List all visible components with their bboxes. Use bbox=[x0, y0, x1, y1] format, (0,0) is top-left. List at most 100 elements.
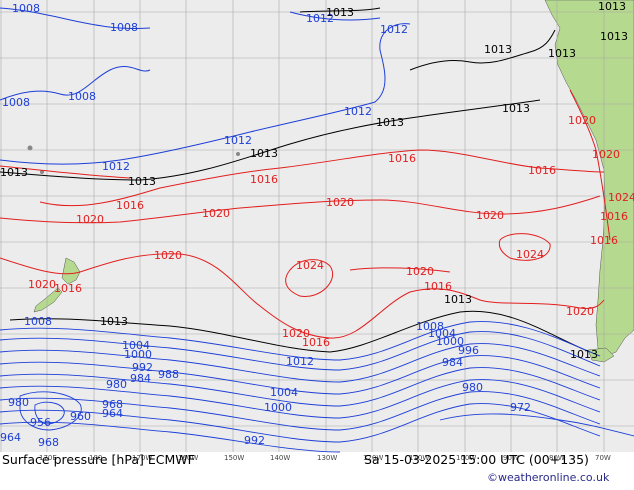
isobar-label: 1020 bbox=[406, 265, 434, 278]
isobar-label: 988 bbox=[158, 368, 179, 381]
isobar-label: 1013 bbox=[484, 43, 512, 56]
isobar-label: 956 bbox=[30, 416, 51, 429]
isobar-label: 1020 bbox=[202, 207, 230, 220]
isobar-label: 1012 bbox=[306, 12, 334, 25]
isobar-label: 1016 bbox=[528, 164, 556, 177]
longitude-label: 100W bbox=[456, 454, 476, 462]
isobar-label: 1020 bbox=[282, 327, 310, 340]
isobar-label: 960 bbox=[70, 410, 91, 423]
longitude-label: 130W bbox=[317, 454, 337, 462]
isobar-label: 964 bbox=[0, 431, 21, 444]
isobar-label: 1012 bbox=[286, 355, 314, 368]
ocean-background bbox=[0, 0, 634, 452]
isobar-label: 1013 bbox=[548, 47, 576, 60]
longitude-label: 110W bbox=[409, 454, 429, 462]
isobar-label: 1024 bbox=[608, 191, 634, 204]
isobar-label: 1012 bbox=[380, 23, 408, 36]
isobar-label: 1000 bbox=[436, 335, 464, 348]
isobar-label: 1013 bbox=[570, 348, 598, 361]
isobar-label: 1000 bbox=[264, 401, 292, 414]
isobar-label: 1013 bbox=[444, 293, 472, 306]
new-zealand-south bbox=[33, 287, 63, 313]
credit-link[interactable]: ©weatheronline.co.uk bbox=[487, 471, 610, 484]
isobars-low-south bbox=[0, 321, 634, 453]
small-island bbox=[236, 152, 240, 156]
isobar-label: 1016 bbox=[388, 152, 416, 165]
isobar-label: 1020 bbox=[326, 196, 354, 209]
isobar-label: 1013 bbox=[326, 6, 354, 19]
isobar-label: 1013 bbox=[100, 315, 128, 328]
longitude-label: 70W bbox=[595, 454, 611, 462]
isobar-label: 996 bbox=[458, 344, 479, 357]
isobar-label: 1016 bbox=[54, 282, 82, 295]
isobar-label: 1016 bbox=[116, 199, 144, 212]
longitude-label: 140W bbox=[270, 454, 290, 462]
isobar-label: 1013 bbox=[600, 30, 628, 43]
longitude-label: 170W bbox=[132, 454, 152, 462]
isobar-label: 1008 bbox=[110, 21, 138, 34]
isobar-label: 984 bbox=[130, 372, 151, 385]
isobar-label: 1020 bbox=[568, 114, 596, 127]
isobar-label: 1020 bbox=[76, 213, 104, 226]
isobar-label: 1008 bbox=[24, 315, 52, 328]
isobar-label: 1016 bbox=[424, 280, 452, 293]
longitude-label: 150W bbox=[224, 454, 244, 462]
isobar-label: 992 bbox=[244, 434, 265, 447]
isobar-label: 1020 bbox=[566, 305, 594, 318]
isobar-label: 1004 bbox=[270, 386, 298, 399]
longitude-label: 120W bbox=[363, 454, 383, 462]
isobar-label: 1013 bbox=[250, 147, 278, 160]
isobar-label: 1013 bbox=[376, 116, 404, 129]
isobar-label: 984 bbox=[442, 356, 463, 369]
longitude-label: 170E bbox=[39, 454, 57, 462]
tierra-del-fuego bbox=[587, 347, 615, 363]
isobar-label: 1024 bbox=[516, 248, 544, 261]
isobar-label: 968 bbox=[38, 436, 59, 449]
isobar-label: 1008 bbox=[416, 320, 444, 333]
isobar-label: 1013 bbox=[502, 102, 530, 115]
isobar-label: 1016 bbox=[302, 336, 330, 349]
isobars-reference bbox=[0, 7, 591, 353]
isobar-label: 980 bbox=[8, 396, 29, 409]
isobar-label: 1012 bbox=[344, 105, 372, 118]
valid-time: Sa 15-03-2025 15:00 UTC (00+135) bbox=[364, 452, 589, 467]
isobar-label: 1013 bbox=[0, 166, 28, 179]
isobars-high bbox=[0, 89, 611, 339]
isobar-label: 1000 bbox=[124, 348, 152, 361]
graticule bbox=[0, 0, 634, 452]
small-island bbox=[40, 170, 44, 174]
isobar-label: 1020 bbox=[28, 278, 56, 291]
longitude-label: 160W bbox=[178, 454, 198, 462]
longitude-label: 180 bbox=[89, 454, 102, 462]
longitude-label: 80W bbox=[549, 454, 565, 462]
isobar-label: 1004 bbox=[428, 327, 456, 340]
map-title: Surface pressure [hPa] ECMWF bbox=[2, 452, 195, 467]
isobar-label: 1020 bbox=[154, 249, 182, 262]
isobar-label: 972 bbox=[510, 401, 531, 414]
isobar-label: 1020 bbox=[476, 209, 504, 222]
small-island bbox=[27, 145, 33, 151]
isobar-label: 1008 bbox=[12, 2, 40, 15]
longitude-labels: 170E 180 170W 160W 150W 140W 130W 120W 1… bbox=[39, 454, 611, 462]
isobar-label: 992 bbox=[132, 361, 153, 374]
isobar-labels: 1008 1008 1008 1008 1012 1012 1012 1012 … bbox=[0, 0, 634, 449]
isobar-label: 1013 bbox=[598, 0, 626, 13]
isobar-label: 1020 bbox=[592, 148, 620, 161]
isobar-label: 1008 bbox=[2, 96, 30, 109]
isobar-label: 1012 bbox=[224, 134, 252, 147]
longitude-label: 90W bbox=[503, 454, 519, 462]
isobar-label: 1012 bbox=[102, 160, 130, 173]
isobar-label: 1016 bbox=[590, 234, 618, 247]
isobar-label: 1013 bbox=[128, 175, 156, 188]
isobars-low-north bbox=[0, 7, 411, 165]
isobar-label: 980 bbox=[106, 378, 127, 391]
isobar-label: 1016 bbox=[600, 210, 628, 223]
isobar-label: 1024 bbox=[296, 259, 324, 272]
isobar-label: 1008 bbox=[68, 90, 96, 103]
isobar-label: 964 bbox=[102, 407, 123, 420]
isobar-label: 980 bbox=[462, 381, 483, 394]
isobar-label: 1016 bbox=[250, 173, 278, 186]
isobar-label: 968 bbox=[102, 398, 123, 411]
isobar-label: 1004 bbox=[122, 339, 150, 352]
